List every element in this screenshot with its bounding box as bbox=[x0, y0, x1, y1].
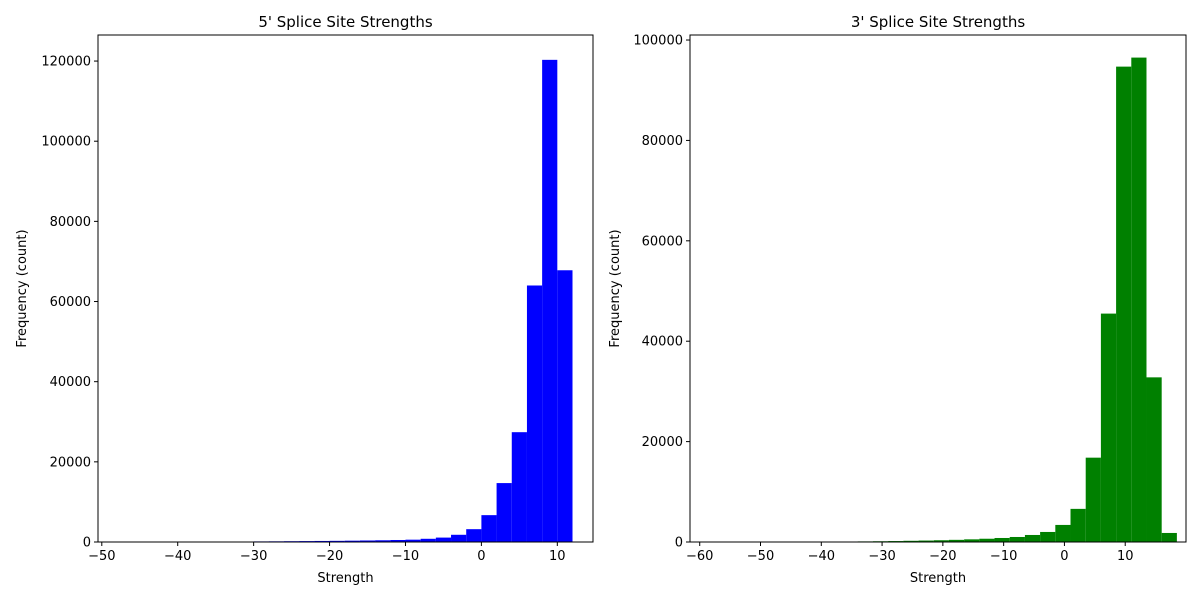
x-tick-label: 0 bbox=[477, 549, 485, 564]
x-tick-label: −20 bbox=[316, 549, 343, 564]
histogram-bar bbox=[1131, 57, 1147, 542]
histogram-bar bbox=[979, 538, 995, 542]
histogram-bar bbox=[1116, 66, 1132, 542]
bars bbox=[705, 57, 1177, 542]
y-tick-label: 20000 bbox=[50, 455, 91, 470]
chart-title: 5' Splice Site Strengths bbox=[258, 13, 433, 31]
histogram-bar bbox=[496, 483, 512, 542]
plot-frame bbox=[689, 34, 1187, 543]
histogram-bar bbox=[964, 539, 980, 542]
y-axis-label: Frequency (count) bbox=[15, 229, 30, 347]
y-tick-label: 20000 bbox=[642, 435, 683, 450]
y-tick-label: 120000 bbox=[41, 55, 91, 70]
y-tick-label: 40000 bbox=[642, 335, 683, 350]
histogram-bar bbox=[1085, 457, 1101, 542]
histogram-bar bbox=[359, 540, 376, 542]
histogram-bar bbox=[1040, 531, 1056, 542]
x-tick-label: −40 bbox=[164, 549, 191, 564]
y-tick-label: 0 bbox=[83, 536, 91, 551]
y-tick-label: 100000 bbox=[633, 34, 683, 49]
x-tick-label: −50 bbox=[88, 549, 115, 564]
x-axis-label: Strength bbox=[910, 571, 966, 586]
histogram-bar bbox=[344, 540, 360, 542]
chart-title: 3' Splice Site Strengths bbox=[851, 13, 1026, 31]
y-tick-label: 80000 bbox=[50, 215, 91, 230]
histogram-bar bbox=[994, 537, 1010, 542]
histogram-bar bbox=[557, 270, 573, 542]
x-tick-label: −20 bbox=[929, 549, 956, 564]
x-axis-label: Strength bbox=[317, 571, 373, 586]
x-tick-label: −30 bbox=[868, 549, 895, 564]
three-prime-chart: 3' Splice Site Strengths Strength Freque… bbox=[608, 13, 1187, 586]
histogram-bar bbox=[918, 540, 934, 542]
histogram-bar bbox=[451, 534, 467, 542]
histogram-bar bbox=[1009, 536, 1025, 542]
y-axis-label: Frequency (count) bbox=[608, 229, 623, 347]
histogram-bar bbox=[466, 529, 482, 542]
x-tick-label: −10 bbox=[990, 549, 1017, 564]
histogram-bar bbox=[420, 538, 436, 542]
y-tick-label: 60000 bbox=[50, 295, 91, 310]
histogram-bar bbox=[511, 432, 527, 542]
histogram-bar bbox=[375, 540, 391, 542]
histogram-bar bbox=[903, 540, 919, 542]
histogram-bar bbox=[1024, 534, 1041, 542]
histogram-bar bbox=[405, 539, 421, 542]
histogram-bar bbox=[948, 539, 965, 542]
bars bbox=[116, 59, 573, 543]
y-tick-label: 40000 bbox=[50, 375, 91, 390]
histogram-bar bbox=[390, 539, 406, 542]
y-tick-label: 60000 bbox=[642, 234, 683, 249]
y-tick-label: 80000 bbox=[642, 134, 683, 149]
plot-frame bbox=[97, 34, 594, 543]
x-tick-label: 0 bbox=[1060, 549, 1068, 564]
x-tick-label: 10 bbox=[549, 549, 566, 564]
x-tick-label: −60 bbox=[686, 549, 713, 564]
histogram-bar bbox=[1070, 508, 1086, 542]
x-tick-label: −50 bbox=[747, 549, 774, 564]
x-tick-label: −10 bbox=[392, 549, 419, 564]
y-tick-label: 0 bbox=[675, 536, 683, 551]
histogram-bar bbox=[329, 540, 345, 542]
histogram-bar bbox=[1055, 524, 1071, 542]
histogram-bar bbox=[1161, 532, 1177, 542]
five-prime-chart: 5' Splice Site Strengths Strength Freque… bbox=[15, 13, 594, 586]
x-tick-label: −40 bbox=[808, 549, 835, 564]
histogram-bar bbox=[1100, 313, 1117, 542]
histogram-bar bbox=[481, 515, 497, 542]
histogram-bar bbox=[933, 540, 949, 542]
histogram-bar bbox=[526, 285, 543, 542]
histogram-bar bbox=[1146, 377, 1162, 542]
histogram-bar bbox=[542, 59, 558, 543]
histogram-bar bbox=[314, 540, 330, 542]
x-tick-label: −30 bbox=[240, 549, 267, 564]
y-tick-label: 100000 bbox=[41, 135, 91, 150]
x-tick-label: 10 bbox=[1117, 549, 1134, 564]
histogram-bar bbox=[435, 537, 452, 542]
